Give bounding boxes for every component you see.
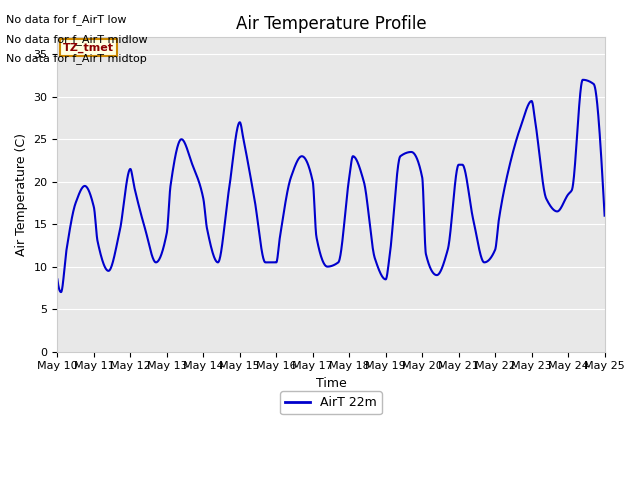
X-axis label: Time: Time [316, 377, 346, 390]
Legend: AirT 22m: AirT 22m [280, 391, 382, 414]
Text: TZ_tmet: TZ_tmet [63, 42, 114, 53]
Text: No data for f_AirT midtop: No data for f_AirT midtop [6, 53, 147, 64]
Text: No data for f_AirT midlow: No data for f_AirT midlow [6, 34, 148, 45]
Text: No data for f_AirT low: No data for f_AirT low [6, 14, 127, 25]
Title: Air Temperature Profile: Air Temperature Profile [236, 15, 426, 33]
Y-axis label: Air Temperature (C): Air Temperature (C) [15, 133, 28, 256]
